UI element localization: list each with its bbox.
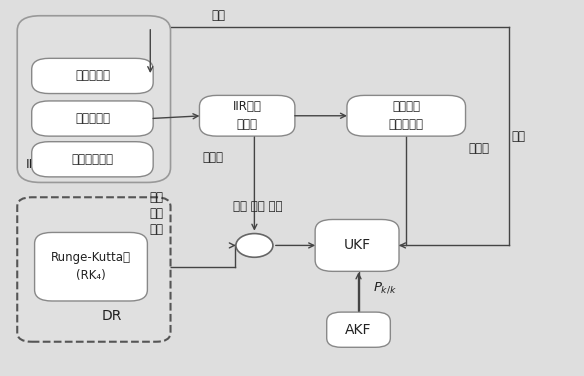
Text: 误差: 误差 <box>512 130 526 143</box>
Text: 三轴加速度计: 三轴加速度计 <box>71 153 113 166</box>
Text: 位置
速度
姿态: 位置 速度 姿态 <box>149 191 163 237</box>
Text: Runge-Kutta法
(RK₄): Runge-Kutta法 (RK₄) <box>51 251 131 282</box>
Text: $P_{k/k}$: $P_{k/k}$ <box>373 280 397 296</box>
Text: IIR低通
滤波器: IIR低通 滤波器 <box>233 100 262 131</box>
Circle shape <box>236 233 273 257</box>
Text: 三轴磁力计: 三轴磁力计 <box>75 112 110 125</box>
FancyBboxPatch shape <box>32 142 153 177</box>
Text: 高斯分布
均值和方差: 高斯分布 均值和方差 <box>389 100 424 131</box>
FancyBboxPatch shape <box>34 232 147 301</box>
FancyBboxPatch shape <box>32 101 153 136</box>
FancyBboxPatch shape <box>315 220 399 271</box>
Text: 细处理: 细处理 <box>468 142 489 155</box>
Text: DR: DR <box>102 309 122 323</box>
FancyBboxPatch shape <box>326 312 390 347</box>
Text: AKF: AKF <box>345 323 372 337</box>
Text: UKF: UKF <box>343 238 371 252</box>
Text: 位置 速度 姿态: 位置 速度 姿态 <box>232 200 282 213</box>
FancyBboxPatch shape <box>18 197 171 342</box>
Text: IMU: IMU <box>26 158 50 171</box>
FancyBboxPatch shape <box>18 16 171 182</box>
FancyBboxPatch shape <box>200 96 295 136</box>
FancyBboxPatch shape <box>32 58 153 94</box>
Text: 粗处理: 粗处理 <box>202 151 223 164</box>
Text: 校正: 校正 <box>211 9 225 23</box>
Text: 三轴陀螺仪: 三轴陀螺仪 <box>75 70 110 82</box>
FancyBboxPatch shape <box>347 96 465 136</box>
